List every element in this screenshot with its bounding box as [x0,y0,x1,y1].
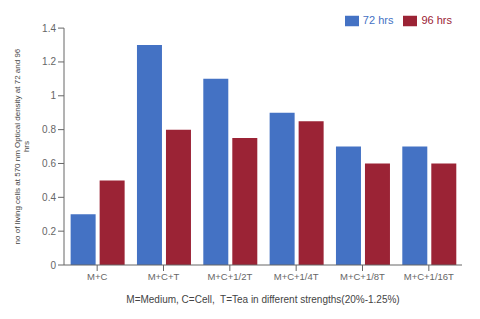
html-text:96 hrs: 96 hrs [421,14,452,26]
svg-text:M+C+1/4T: M+C+1/4T [274,271,319,282]
svg-text:0.2: 0.2 [42,226,56,237]
svg-text:1: 1 [50,90,56,101]
svg-text:no of living cells at 570 nm O: no of living cells at 570 nm Optical den… [13,48,31,244]
svg-text:0: 0 [50,260,56,271]
svg-text:0.6: 0.6 [42,158,56,169]
svg-text:M+C+T: M+C+T [148,271,180,282]
svg-text:M+C: M+C [87,271,107,282]
svg-text:0.4: 0.4 [42,192,56,203]
svg-text:0.8: 0.8 [42,124,56,135]
svg-text:M+C+1/2T: M+C+1/2T [207,271,252,282]
svg-text:M+C+1/16T: M+C+1/16T [404,271,454,282]
svg-text:M+C+1/8T: M+C+1/8T [340,271,385,282]
svg-text:1.4: 1.4 [42,23,56,34]
html-text:72 hrs: 72 hrs [362,14,394,26]
svg-text:M=Medium, C=Cell, T=Tea in di: M=Medium, C=Cell, T=Tea in different str… [126,294,399,305]
svg-text:1.2: 1.2 [42,56,56,67]
